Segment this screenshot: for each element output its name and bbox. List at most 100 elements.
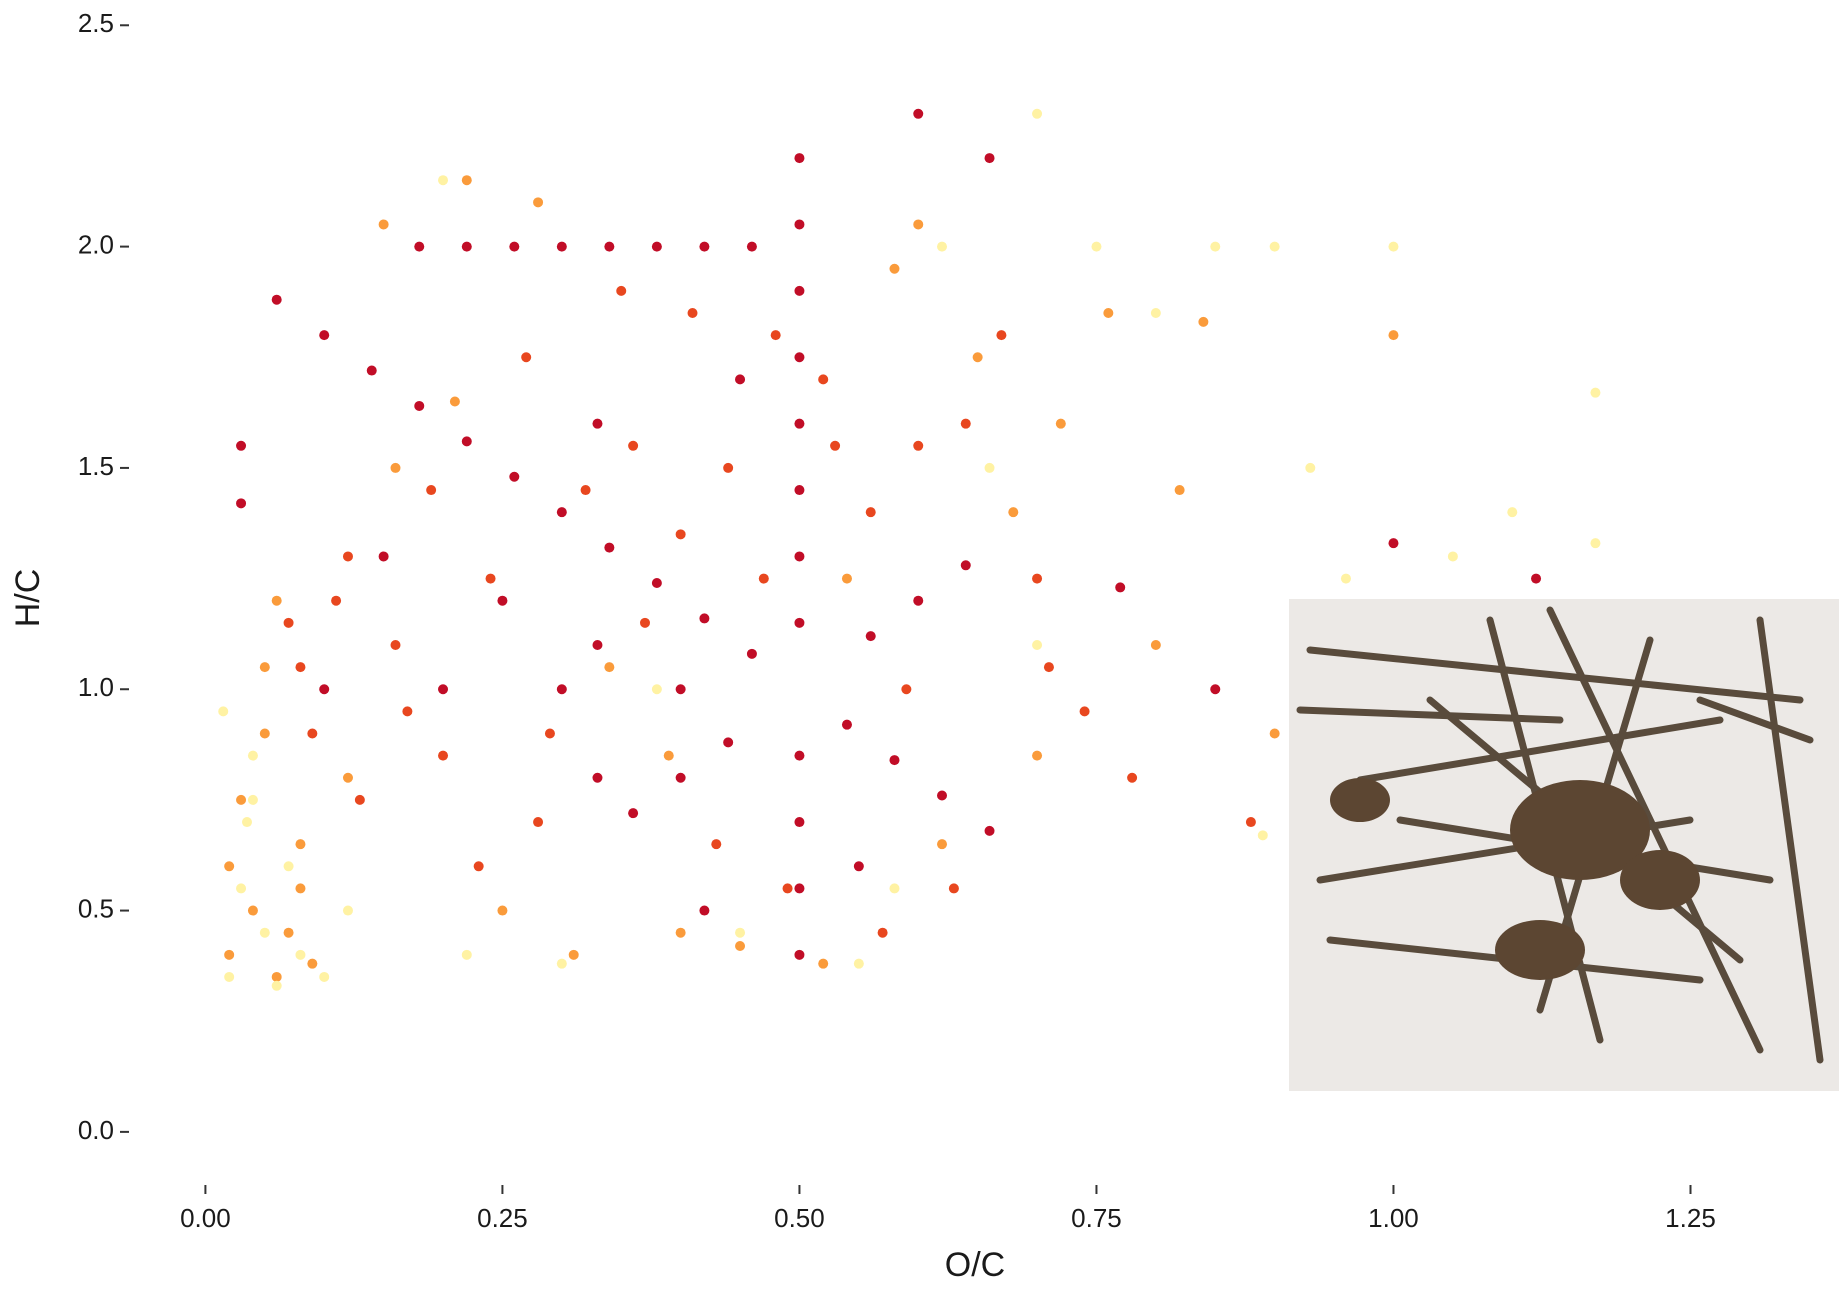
data-point <box>236 498 246 508</box>
y-tick-label: 2.5 <box>78 8 114 38</box>
data-point <box>937 790 947 800</box>
data-point <box>878 928 888 938</box>
data-point <box>533 197 543 207</box>
data-point <box>1080 706 1090 716</box>
data-point <box>1032 109 1042 119</box>
data-point <box>604 543 614 553</box>
data-point <box>794 485 804 495</box>
data-point <box>723 737 733 747</box>
x-tick-label: 1.25 <box>1665 1203 1716 1233</box>
data-point <box>794 618 804 628</box>
data-point <box>1388 538 1398 548</box>
data-point <box>664 751 674 761</box>
data-point <box>224 972 234 982</box>
data-point <box>818 959 828 969</box>
data-point <box>1590 538 1600 548</box>
data-point <box>830 441 840 451</box>
data-point <box>889 883 899 893</box>
y-tick-label: 2.0 <box>78 229 114 259</box>
data-point <box>1198 317 1208 327</box>
data-point <box>889 755 899 765</box>
data-point <box>284 618 294 628</box>
x-axis-title: O/C <box>945 1246 1005 1284</box>
data-point <box>569 950 579 960</box>
data-point <box>1448 551 1458 561</box>
data-point <box>414 401 424 411</box>
data-point <box>1103 308 1113 318</box>
data-point <box>391 463 401 473</box>
data-point <box>592 640 602 650</box>
data-point <box>794 153 804 163</box>
data-point <box>794 950 804 960</box>
data-point <box>557 507 567 517</box>
data-point <box>901 684 911 694</box>
data-point <box>592 419 602 429</box>
data-point <box>628 808 638 818</box>
data-point <box>913 219 923 229</box>
data-point <box>319 330 329 340</box>
data-point <box>1151 640 1161 650</box>
data-point <box>509 242 519 252</box>
data-point <box>260 928 270 938</box>
data-point <box>913 596 923 606</box>
data-point <box>295 662 305 672</box>
data-point <box>973 352 983 362</box>
data-point <box>1032 640 1042 650</box>
data-point <box>652 578 662 588</box>
data-point <box>414 242 424 252</box>
data-point <box>438 684 448 694</box>
y-tick-label: 1.0 <box>78 672 114 702</box>
data-point <box>688 308 698 318</box>
data-point <box>284 861 294 871</box>
data-point <box>652 684 662 694</box>
data-point <box>854 959 864 969</box>
data-point <box>640 618 650 628</box>
data-point <box>438 751 448 761</box>
data-point <box>224 861 234 871</box>
data-point <box>391 640 401 650</box>
data-point <box>889 264 899 274</box>
data-point <box>581 485 591 495</box>
data-point <box>1531 574 1541 584</box>
data-point <box>676 529 686 539</box>
data-point <box>402 706 412 716</box>
data-point <box>272 981 282 991</box>
data-point <box>1270 242 1280 252</box>
data-point <box>842 720 852 730</box>
data-point <box>1032 574 1042 584</box>
data-point <box>842 574 852 584</box>
data-point <box>260 729 270 739</box>
data-point <box>497 906 507 916</box>
data-point <box>260 662 270 672</box>
data-point <box>379 219 389 229</box>
data-point <box>676 773 686 783</box>
chart: O/C H/C 0.00.51.01.52.02.50.000.250.500.… <box>0 0 1839 1288</box>
data-point <box>1388 330 1398 340</box>
data-point <box>242 817 252 827</box>
data-point <box>711 839 721 849</box>
data-point <box>462 950 472 960</box>
data-point <box>735 941 745 951</box>
data-point <box>343 773 353 783</box>
data-point <box>1056 419 1066 429</box>
data-point <box>557 242 567 252</box>
data-point <box>996 330 1006 340</box>
data-point <box>295 839 305 849</box>
data-point <box>248 751 258 761</box>
data-point <box>367 366 377 376</box>
data-point <box>248 906 258 916</box>
data-point <box>1032 751 1042 761</box>
data-point <box>497 596 507 606</box>
data-point <box>794 551 804 561</box>
data-point <box>699 613 709 623</box>
y-tick-label: 1.5 <box>78 451 114 481</box>
data-point <box>236 883 246 893</box>
data-point <box>379 551 389 561</box>
data-point <box>450 397 460 407</box>
data-point <box>985 463 995 473</box>
data-point <box>794 286 804 296</box>
data-point <box>818 374 828 384</box>
data-point <box>1270 729 1280 739</box>
data-point <box>236 795 246 805</box>
data-point <box>272 596 282 606</box>
